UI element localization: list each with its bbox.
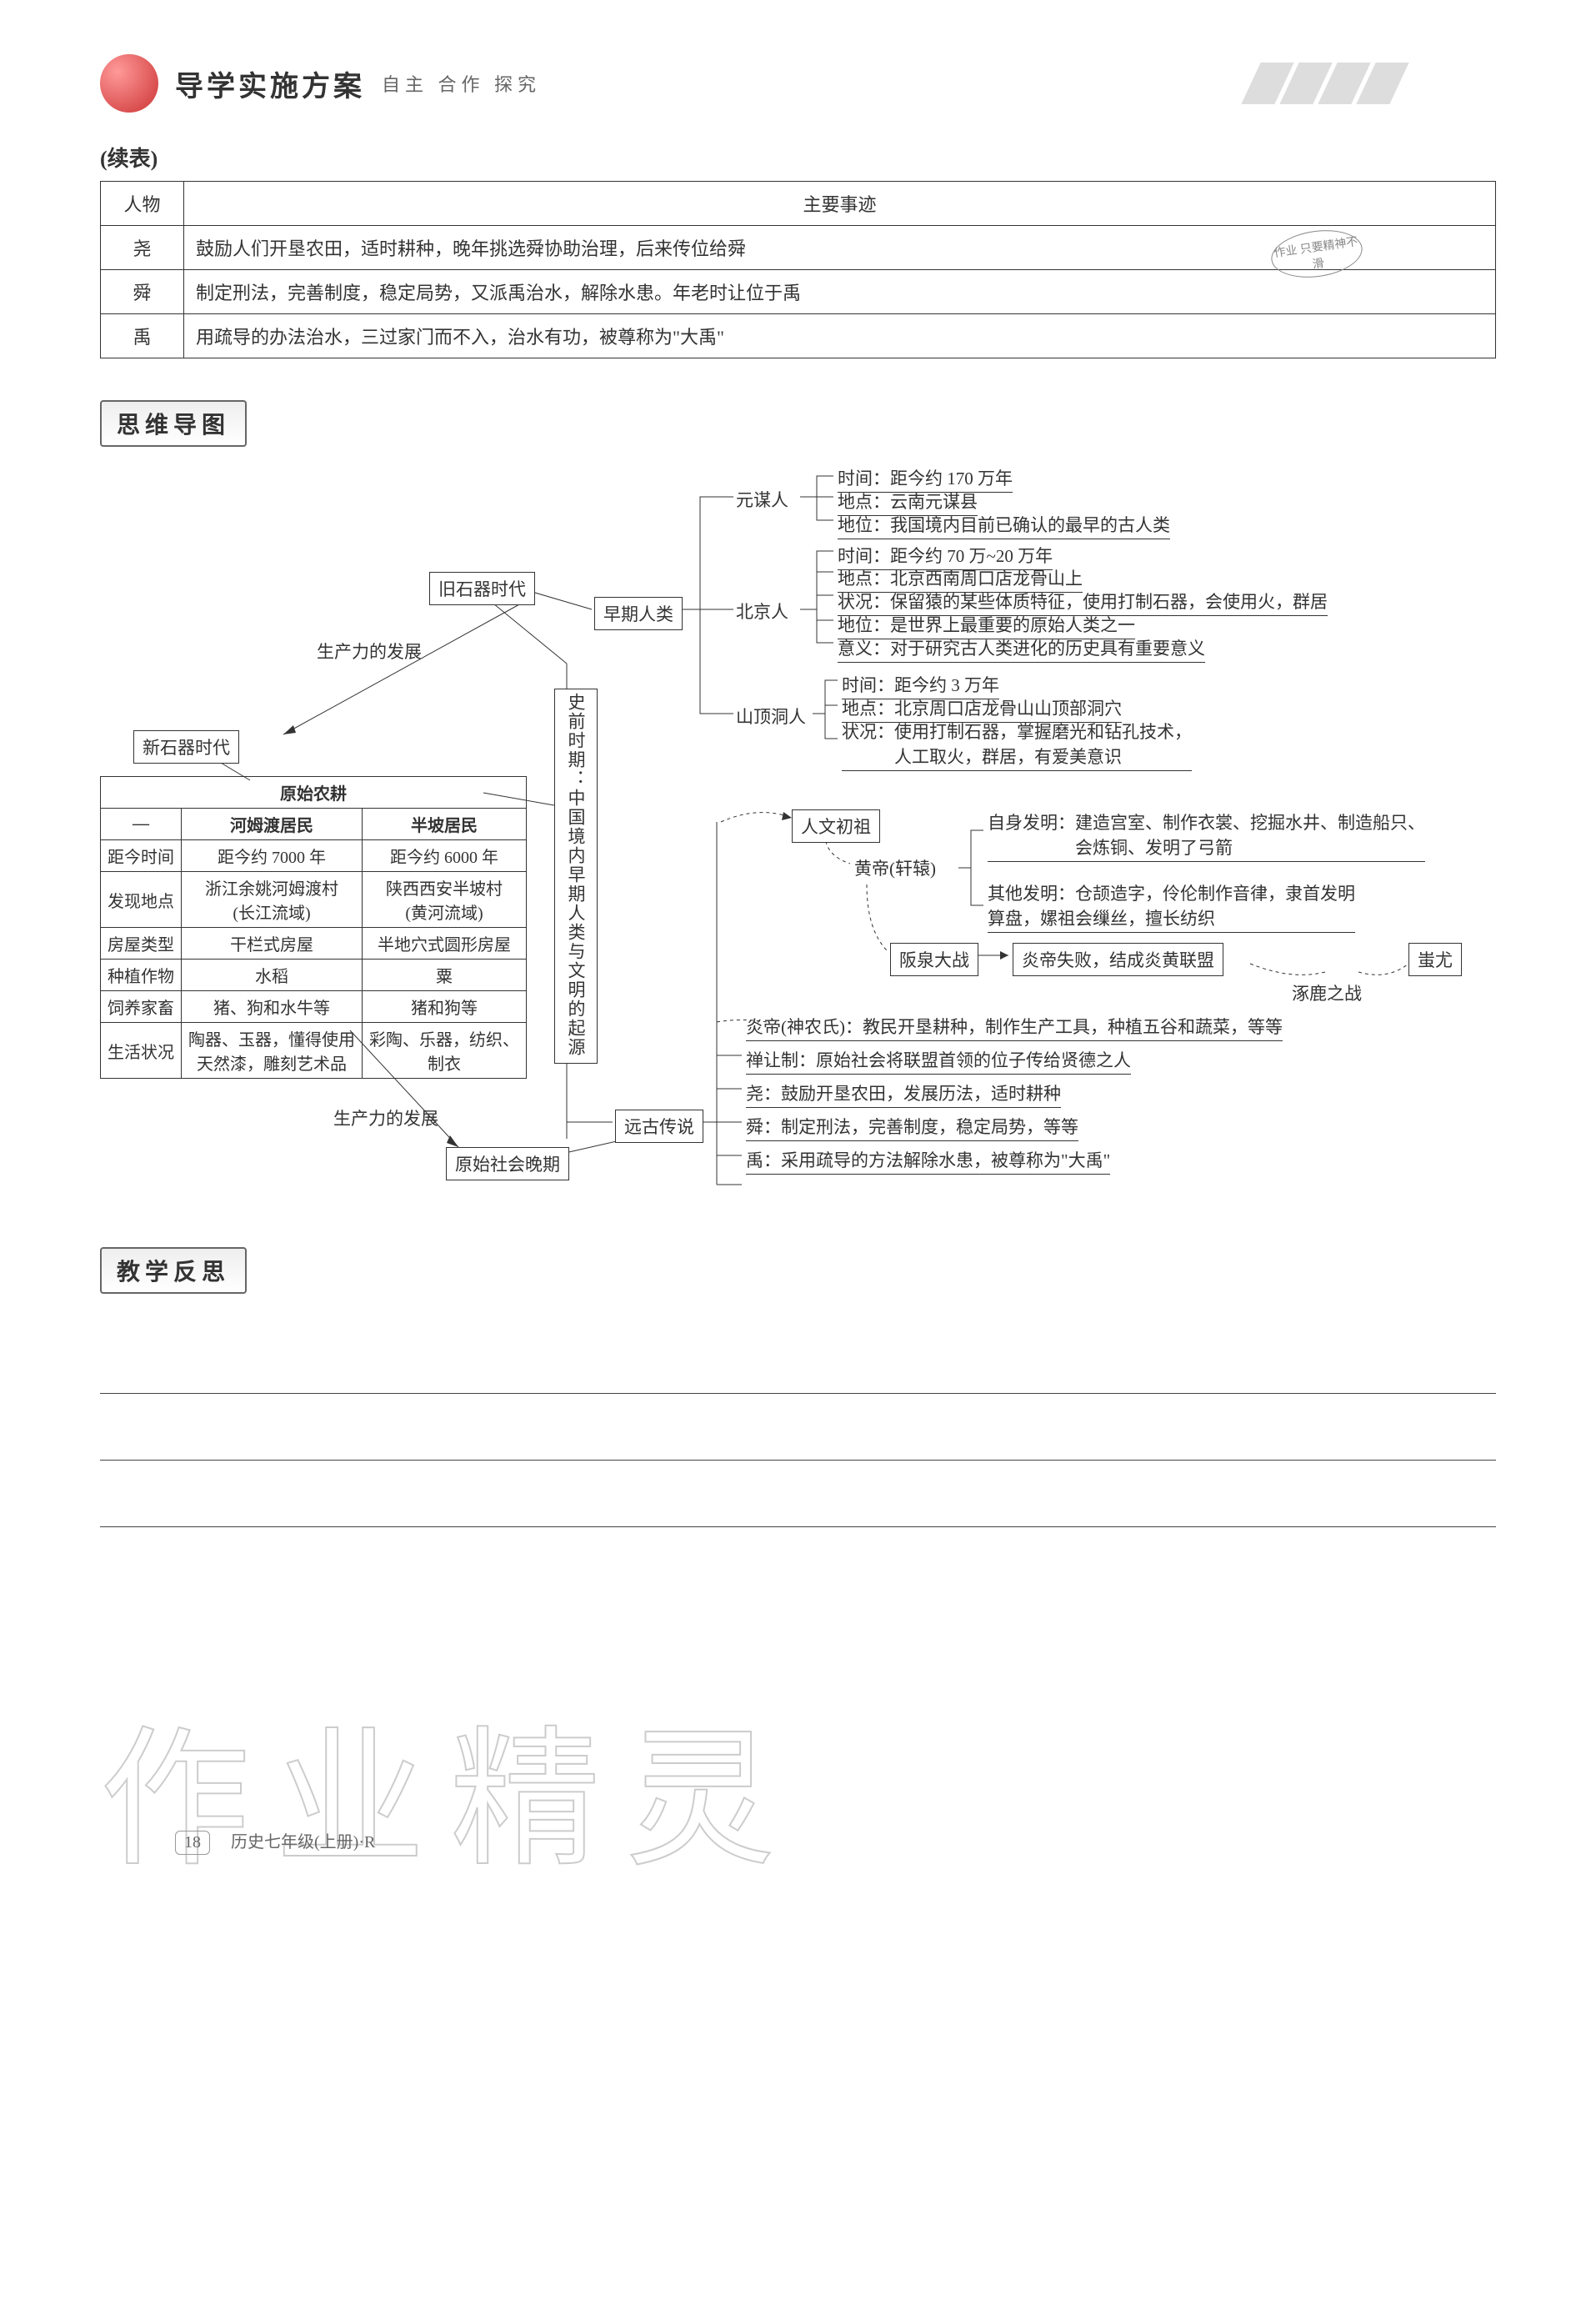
farming-row: 种植作物水稻粟 [101,960,527,991]
reflection-line [100,1477,1496,1527]
watermark-text: 作业精灵 [100,1677,1496,1895]
book-label: 历史七年级(上册)·R [231,1833,375,1851]
page-number: 18 [175,1831,210,1855]
farming-title: 原始农耕 [101,777,527,809]
table-row: 舜 制定刑法，完善制度，稳定局势，又派禹治水，解除水患。年老时让位于禹 [101,270,1496,314]
farming-th: 半坡居民 [363,809,527,840]
header-stripes-decoration [1246,63,1496,104]
reflection-line [100,1344,1496,1394]
huangdi-self: 自身发明：建造宫室、制作衣裳、挖掘水井、制造船只、 会炼铜、发明了弓箭 [988,809,1425,862]
farming-row: 距今时间距今约 7000 年距今约 6000 年 [101,840,527,872]
shanding-label: 山顶洞人 [736,704,806,729]
farming-table: 原始农耕 — 河姆渡居民 半坡居民 距今时间距今约 7000 年距今约 6000… [100,776,527,1079]
page-footer: 18 历史七年级(上册)·R [100,1828,1496,1855]
table-row: 禹 用疏导的办法治水，三过家门而不入，治水有功，被尊称为"大禹" [101,314,1496,358]
farming-row: 房屋类型干栏式房屋半地穴式圆形房屋 [101,928,527,960]
yuanmou-status: 地位：我国境内目前已确认的最早的古人类 [838,512,1170,539]
yu-text: 禹：采用疏导的方法解除水患，被尊称为"大禹" [746,1147,1110,1175]
header-mascot-icon [100,54,158,113]
header-subtitle: 自主 合作 探究 [382,70,541,97]
col-deeds: 主要事迹 [184,182,1496,226]
beijing-label: 北京人 [736,599,788,624]
farming-th: — [101,809,182,840]
cell-person: 舜 [101,270,184,314]
banquan-node: 阪泉大战 [890,943,978,976]
reflection-line [100,1411,1496,1461]
productivity-label-2: 生产力的发展 [333,1105,438,1130]
yandi-defeat-node: 炎帝失败，结成炎黄联盟 [1013,943,1223,976]
shanrang-text: 禅让制：原始社会将联盟首领的位子传给贤德之人 [746,1047,1131,1075]
farming-row: 生活状况陶器、玉器，懂得使用 天然漆，雕刻艺术品彩陶、乐器，纺织、 制衣 [101,1023,527,1079]
farming-row: 饲养家畜猪、狗和水牛等猪和狗等 [101,991,527,1023]
farming-header-row: — 河姆渡居民 半坡居民 [101,809,527,840]
beijing-meaning: 意义：对于研究古人类进化的历史具有重要意义 [838,635,1205,663]
mindmap-area: 史前时期：中国境内早期人类与文明的起源 旧石器时代 早期人类 生产力的发展 生产… [100,472,1496,1197]
ancestors-node: 人文初祖 [792,809,880,843]
farming-row: 发现地点浙江余姚河姆渡村 (长江流域)陕西西安半坡村 (黄河流域) [101,872,527,928]
table-header-row: 人物 主要事迹 [101,182,1496,226]
huangdi-other: 其他发明：仓颉造字，伶伦制作音律，隶首发明 算盘，嫘祖会缫丝，擅长纺织 [988,880,1355,933]
zhuolu-label: 涿鹿之战 [1292,980,1362,1005]
old-stone-age-node: 旧石器时代 [429,572,535,605]
continue-table-label: (续表) [100,142,1496,173]
central-node: 史前时期：中国境内早期人类与文明的起源 [554,689,598,1064]
header-banner: 导学实施方案 自主 合作 探究 [100,50,1496,117]
section-reflection-label: 教学反思 [100,1247,247,1294]
early-humans-node: 早期人类 [594,597,683,630]
reflection-lines [100,1344,1496,1527]
late-primitive-node: 原始社会晚期 [446,1147,569,1180]
chiyou-node: 蚩尤 [1408,943,1462,976]
shanding-condition: 状况：使用打制石器，掌握磨光和钻孔技术， 人工取火，群居，有爱美意识 [842,719,1192,771]
yuanmou-label: 元谋人 [736,487,788,512]
yao-text: 尧：鼓励开垦农田，发展历法，适时耕种 [746,1080,1061,1108]
cell-person: 尧 [101,226,184,270]
yandi-text: 炎帝(神农氏)：教民开垦耕种，制作生产工具，种植五谷和蔬菜，等等 [746,1014,1283,1041]
shun-text: 舜：制定刑法，完善制度，稳定局势，等等 [746,1114,1078,1141]
farming-th: 河姆渡居民 [182,809,363,840]
productivity-label-1: 生产力的发展 [317,639,422,664]
ancient-legends-node: 远古传说 [615,1110,703,1143]
section-mindmap-label: 思维导图 [100,400,247,447]
cell-person: 禹 [101,314,184,358]
col-person: 人物 [101,182,184,226]
huangdi-label: 黄帝(轩辕) [854,855,936,880]
cell-deeds: 用疏导的办法治水，三过家门而不入，治水有功，被尊称为"大禹" [184,314,1496,358]
header-title: 导学实施方案 [175,63,365,104]
new-stone-age-node: 新石器时代 [133,730,239,764]
